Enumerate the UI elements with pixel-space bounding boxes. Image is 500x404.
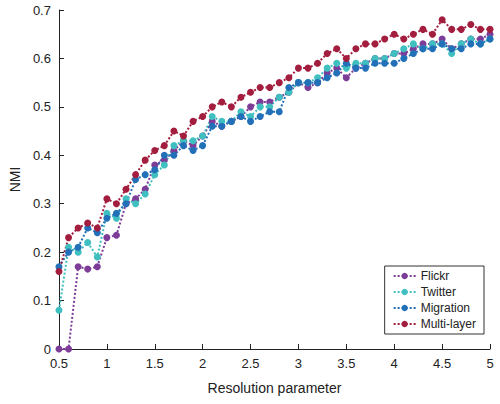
svg-text:0.1: 0.1 [33,293,51,308]
svg-text:0.5: 0.5 [50,356,68,371]
svg-text:5: 5 [486,356,493,371]
svg-text:2.5: 2.5 [242,356,260,371]
svg-text:0.7: 0.7 [33,3,51,18]
svg-text:0.4: 0.4 [33,148,51,163]
svg-text:2: 2 [199,356,206,371]
svg-text:Migration: Migration [421,301,470,315]
svg-text:0.3: 0.3 [33,196,51,211]
svg-text:1: 1 [103,356,110,371]
svg-text:3.5: 3.5 [337,356,355,371]
svg-text:0: 0 [44,342,51,357]
svg-text:4: 4 [391,356,398,371]
svg-text:3: 3 [295,356,302,371]
svg-text:Twitter: Twitter [421,285,456,299]
svg-text:1.5: 1.5 [146,356,164,371]
svg-text:Multi-layer: Multi-layer [421,317,476,331]
svg-text:0.5: 0.5 [33,99,51,114]
svg-text:0.2: 0.2 [33,245,51,260]
svg-text:Flickr: Flickr [421,269,450,283]
svg-text:0.6: 0.6 [33,51,51,66]
svg-text:Resolution parameter: Resolution parameter [208,380,342,396]
svg-text:NMI: NMI [7,167,23,193]
svg-text:4.5: 4.5 [433,356,451,371]
